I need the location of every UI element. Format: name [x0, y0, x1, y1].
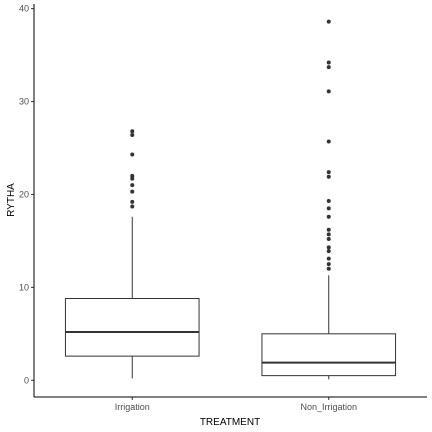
outlier-point: [130, 133, 135, 137]
outlier-point: [326, 256, 331, 261]
outlier-point: [130, 199, 135, 204]
box-non-irrigation: [261, 19, 397, 380]
outlier-point: [130, 204, 135, 209]
outlier-point: [130, 183, 135, 188]
y-tick-label: 40: [19, 4, 29, 14]
outlier-point: [326, 60, 331, 65]
x-tick-label: Non_Irrigation: [300, 402, 357, 412]
boxes-layer: [64, 19, 397, 380]
outlier-point: [326, 237, 331, 242]
box-irrigation: [64, 129, 200, 379]
outlier-point: [326, 262, 331, 267]
outlier-point: [326, 89, 331, 94]
x-axis-title: TREATMENT: [200, 417, 260, 428]
outlier-point: [130, 152, 135, 157]
outlier-point: [130, 189, 135, 194]
y-tick-label: 10: [19, 282, 29, 292]
y-tick-label: 30: [19, 97, 29, 107]
y-axis-ticks: 0 10 20 30 40: [19, 4, 34, 385]
x-tick-label: Irrigation: [115, 402, 150, 412]
outlier-point: [326, 170, 331, 175]
outlier-point: [326, 198, 331, 203]
outlier-point: [326, 227, 331, 232]
outlier-point: [326, 206, 331, 211]
outlier-point: [326, 139, 331, 144]
y-axis-title: RYTHA: [6, 183, 17, 217]
outlier-point: [326, 245, 331, 250]
outlier-point: [326, 232, 331, 237]
outlier-point: [326, 214, 331, 219]
outlier-point: [130, 129, 135, 134]
x-axis-ticks: Irrigation Non_Irrigation: [115, 397, 357, 412]
outlier-point: [326, 174, 331, 179]
outlier-point: [326, 19, 331, 24]
outlier-point: [130, 176, 135, 181]
outlier-point: [130, 173, 135, 178]
outlier-point: [326, 266, 331, 271]
y-tick-label: 20: [19, 189, 29, 199]
outlier-point: [326, 249, 331, 254]
y-tick-label: 0: [24, 375, 29, 385]
iqr-box: [64, 298, 200, 357]
iqr-box: [261, 333, 397, 377]
outlier-point: [326, 65, 331, 70]
